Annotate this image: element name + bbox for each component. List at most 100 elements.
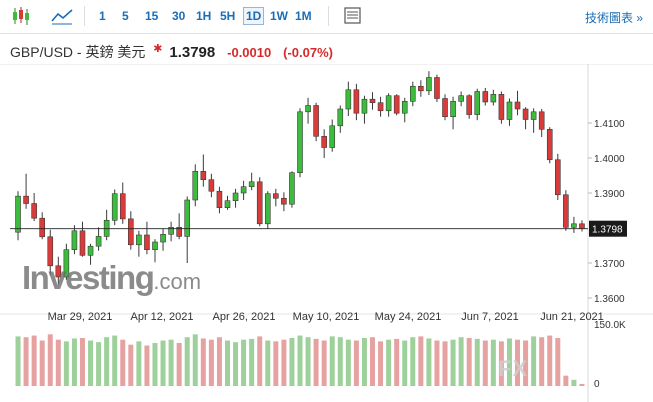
date-axis-label: Jun 21, 2021 <box>540 311 604 323</box>
volume-bar <box>39 340 45 386</box>
timeframe-1w[interactable]: 1W <box>270 9 288 23</box>
candle-body <box>224 200 231 208</box>
date-axis-label: May 24, 2021 <box>375 311 442 323</box>
price-tick-label: 1.3700 <box>594 259 625 270</box>
volume-tick-label: 150.0K <box>594 320 626 331</box>
star-icon[interactable]: ✱ <box>153 43 163 55</box>
price-tick-label: 1.4000 <box>594 154 625 165</box>
candle-body <box>79 230 86 256</box>
price-tick-label: 1.4100 <box>594 119 625 130</box>
candle-body <box>119 193 126 220</box>
candle-body <box>216 190 223 209</box>
timeframe-30[interactable]: 30 <box>172 9 186 23</box>
technical-charts-link[interactable]: 技術圖表 » <box>584 11 643 25</box>
candle-body <box>313 105 319 137</box>
candle-body <box>466 95 472 115</box>
price-chart[interactable]: 1.4100 1.4000 1.3900 1.3700 1.3600 1.3798 Mar … <box>0 64 653 402</box>
candle-body <box>579 223 585 230</box>
volume-bar <box>458 337 464 386</box>
volume-bar <box>208 339 214 386</box>
candle-body <box>434 77 440 99</box>
volume-bar <box>361 338 367 386</box>
volume-bar <box>128 344 134 386</box>
timeframe-1d[interactable]: 1D <box>243 7 265 25</box>
candle-body <box>31 203 37 219</box>
volume-bar <box>192 334 198 386</box>
candle-body <box>530 111 537 120</box>
last-price: 1.3798 <box>169 44 216 61</box>
candle-body <box>345 89 352 110</box>
candle-body <box>321 136 327 148</box>
candle-body <box>95 236 102 247</box>
candle-body <box>47 236 54 267</box>
timeframe-1h[interactable]: 1H <box>196 9 212 23</box>
volume-bar <box>434 340 440 386</box>
volume-bar <box>233 342 239 386</box>
candle-body <box>176 227 182 237</box>
candlestick-chart-icon[interactable] <box>10 5 32 27</box>
volume-bar <box>394 338 400 386</box>
quote-header: GBP/USD - 英鎊 美元 ✱ 1.3798 -0.0010 (-0.07%… <box>10 42 333 62</box>
volume-bar <box>112 335 118 386</box>
timeframe-15[interactable]: 15 <box>145 9 159 23</box>
volume-bar <box>224 340 230 386</box>
timeframe-1[interactable]: 1 <box>99 9 106 23</box>
chart-layout-icon[interactable] <box>343 5 363 27</box>
candle-body <box>305 105 311 113</box>
toolbar-divider <box>328 6 329 26</box>
volume-bar <box>265 340 271 386</box>
candle-body <box>256 181 263 225</box>
candle-body <box>273 193 279 199</box>
candle-body <box>426 77 432 92</box>
candle-body <box>128 218 134 246</box>
candle-body <box>329 125 336 148</box>
date-axis-label: Apr 12, 2021 <box>131 311 194 323</box>
area-chart-icon[interactable] <box>50 5 74 27</box>
candle-body <box>208 179 215 192</box>
candle-body <box>409 85 416 102</box>
candle-body <box>289 172 295 205</box>
volume-bar <box>31 335 37 386</box>
volume-bar <box>297 335 303 386</box>
volume-bar <box>370 337 376 386</box>
volume-bar <box>96 342 102 386</box>
volume-bar <box>402 340 408 386</box>
candle-body <box>297 111 303 174</box>
volume-bar <box>442 341 448 386</box>
candle-body <box>546 129 553 161</box>
volume-bar <box>410 337 416 386</box>
chart-toolbar: 1 5 15 30 1H 5H 1D 1W 1M 技術圖表 » <box>0 0 653 34</box>
volume-bar <box>257 336 263 386</box>
timeframe-5h[interactable]: 5H <box>220 9 236 23</box>
candle-body <box>144 234 150 250</box>
candle-body <box>264 193 271 225</box>
candle-body <box>571 223 577 228</box>
date-axis-label: Mar 29, 2021 <box>48 311 113 323</box>
candle-body <box>111 193 118 221</box>
candle-body <box>506 101 513 120</box>
volume-bar <box>47 334 53 386</box>
volume-bar <box>555 338 561 386</box>
volume-bar <box>71 338 77 386</box>
candle-body <box>55 265 62 278</box>
candle-body <box>200 171 207 181</box>
volume-bar <box>152 343 158 386</box>
candle-body <box>337 108 344 127</box>
volume-bar <box>168 339 174 386</box>
candle-body <box>458 95 464 102</box>
volume-bar <box>321 340 327 386</box>
timeframe-1m[interactable]: 1M <box>295 9 312 23</box>
date-axis-label: Apr 26, 2021 <box>213 311 276 323</box>
candle-body <box>474 91 481 115</box>
candle-body <box>240 186 247 194</box>
volume-bar <box>313 338 319 386</box>
volume-bar <box>426 338 432 386</box>
volume-bar <box>305 337 311 386</box>
timeframe-5[interactable]: 5 <box>122 9 129 23</box>
candle-body <box>442 98 448 118</box>
candle-body <box>23 195 29 204</box>
volume-bar <box>474 338 480 386</box>
volume-bar <box>547 335 553 386</box>
candle-body <box>361 98 368 114</box>
volume-bar <box>345 339 351 386</box>
